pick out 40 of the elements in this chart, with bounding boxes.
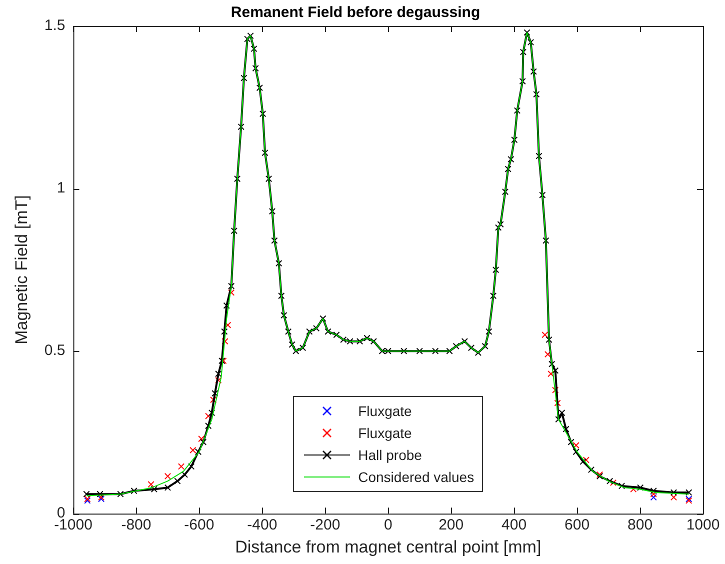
legend-label: Considered values [358, 468, 474, 485]
point [582, 456, 590, 464]
point [210, 396, 217, 404]
point [228, 289, 235, 296]
x-tick-label: 400 [502, 516, 527, 534]
x-tick-label: 1000 [686, 516, 720, 534]
point [190, 446, 196, 454]
legend-label: Fluxgate [358, 424, 412, 441]
point [542, 331, 548, 338]
point [548, 370, 554, 378]
x-axis-title: Distance from magnet central point [mm] [235, 537, 542, 556]
point [164, 472, 172, 480]
point [198, 436, 205, 442]
point [554, 400, 561, 406]
x-tick-label: -800 [121, 516, 152, 534]
legend-label: Hall probe [358, 446, 422, 463]
y-tick-label: 0.5 [44, 342, 66, 360]
point [650, 490, 657, 498]
point [572, 442, 580, 449]
point [544, 350, 552, 358]
x-tick-label: -200 [310, 516, 340, 534]
point [650, 494, 657, 501]
y-axis-title: Magnetic Field [mT] [12, 195, 31, 344]
point [148, 481, 154, 488]
x-tick-label: -600 [184, 516, 214, 534]
point [670, 494, 678, 501]
legend-label: Fluxgate [358, 402, 412, 419]
chart-title: Remanent Field before degaussing [230, 4, 480, 22]
point [215, 376, 222, 384]
x-tick-label: 200 [438, 516, 464, 534]
point [178, 463, 185, 470]
x-tick-label: 0 [384, 516, 392, 534]
y-tick-label: 1 [56, 180, 66, 197]
y-tick-label: 1.5 [44, 17, 66, 34]
x-tick-label: 800 [628, 516, 653, 534]
point [610, 479, 617, 486]
x-tick-label: -400 [247, 516, 278, 534]
point [552, 386, 559, 394]
point [222, 338, 228, 345]
x-tick-label: 600 [564, 516, 590, 534]
